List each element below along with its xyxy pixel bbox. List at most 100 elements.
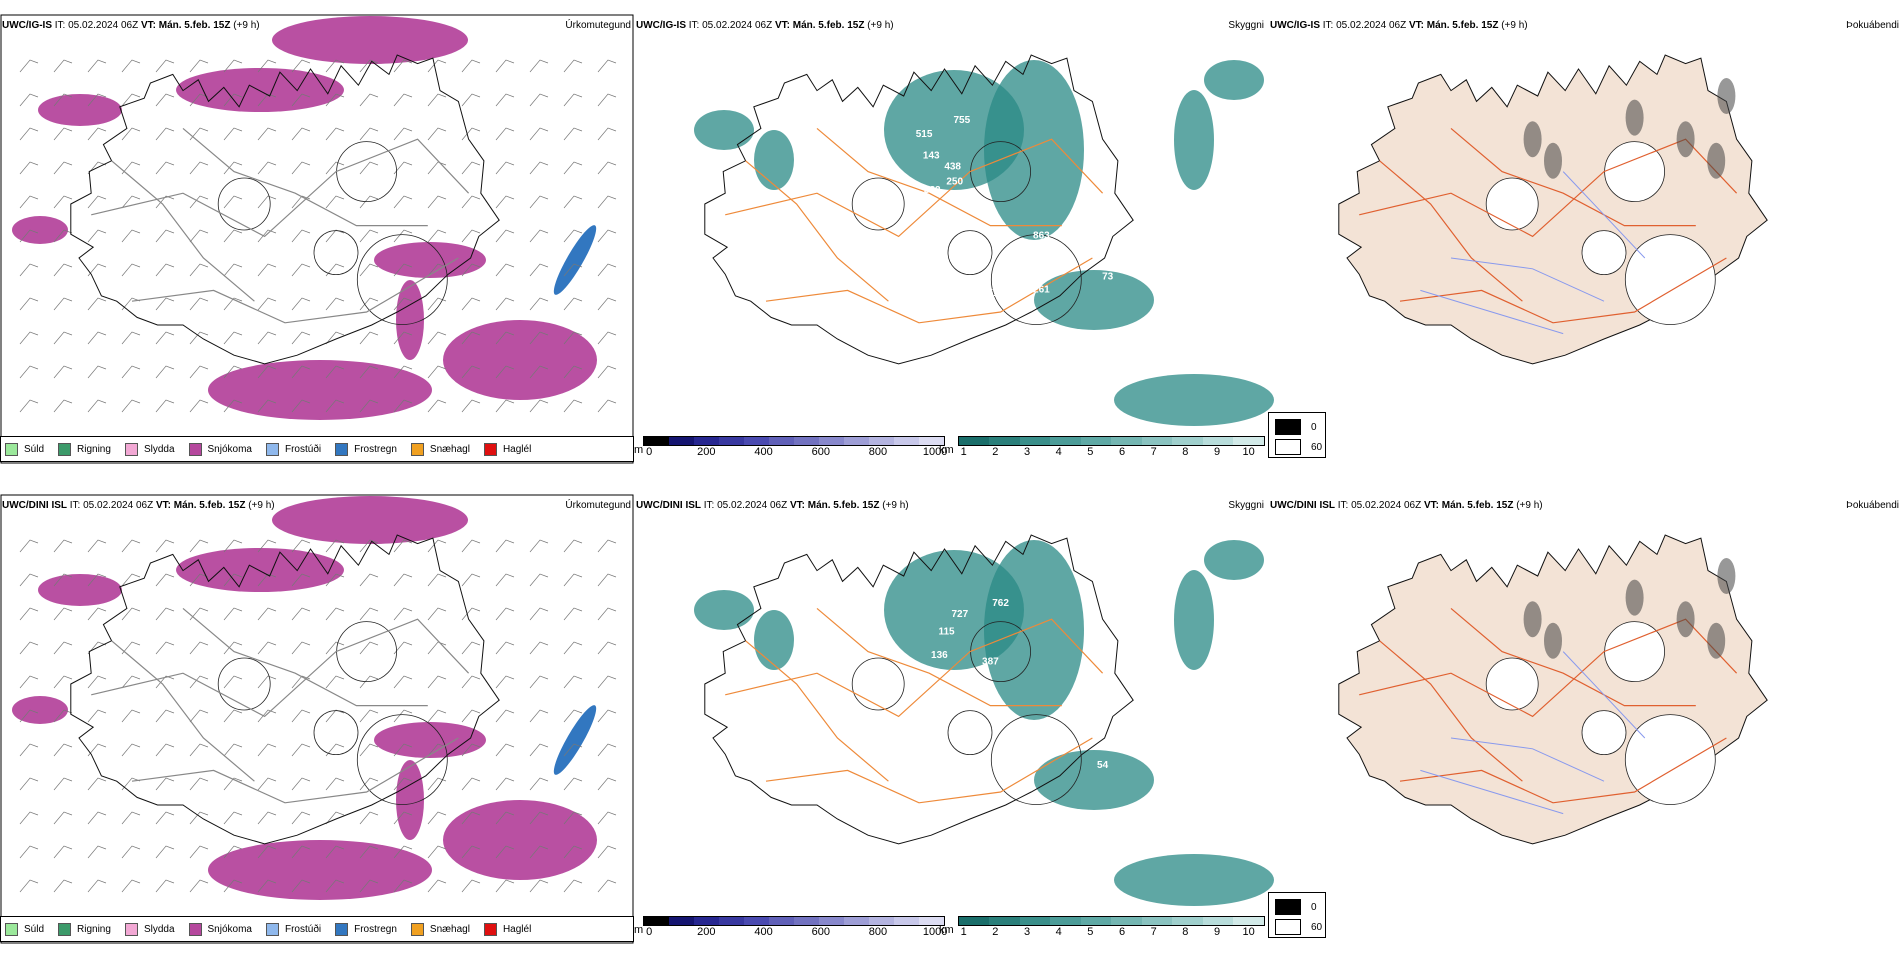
- precip-legend-label: Snjókoma: [207, 443, 252, 455]
- cloud-panel-row2: UWC/DINI ISL IT: 05.02.2024 06Z VT: Mán.…: [634, 480, 1268, 958]
- fog-swatch-high: [1275, 919, 1301, 935]
- fog-swatch-low: [1275, 899, 1301, 915]
- colorbar-segment: [1202, 917, 1234, 925]
- colorbar-tick-label: 4: [1055, 926, 1062, 938]
- colorbar-tick-label: 600: [811, 446, 830, 458]
- precip-legend-swatch: [483, 442, 497, 456]
- panel-header: UWC/DINI ISL IT: 05.02.2024 06Z VT: Mán.…: [2, 500, 275, 511]
- visibility-colorbar: km 1 2 3 4 5 6 7 8 9 10: [939, 916, 1265, 940]
- colorbar-segment: [1202, 437, 1234, 445]
- precip-legend-swatch: [410, 922, 424, 936]
- colorbar-tick-label: 5: [1087, 446, 1094, 458]
- height-colorbar: m 0 200 400 600 800 1000: [634, 916, 947, 940]
- colorbar-segment: [1111, 437, 1142, 445]
- colorbar-segment: [744, 437, 770, 445]
- precip-legend-label: Snæhagl: [429, 923, 470, 935]
- colorbar-tick-label: 200: [697, 926, 716, 938]
- colorbar-tick-label: 8: [1182, 926, 1189, 938]
- precip-legend-item: Slydda: [124, 442, 175, 456]
- panel-header: UWC/IG-IS IT: 05.02.2024 06Z VT: Mán. 5.…: [2, 20, 260, 31]
- precip-legend-label: Haglél: [502, 443, 532, 455]
- colorbar-segment: [894, 917, 920, 925]
- fog-legend-value: 60: [1311, 441, 1323, 453]
- precip-legend-item: Rigning: [58, 922, 111, 936]
- colorbar-tick-label: 3: [1023, 926, 1031, 938]
- panel-title: Úrkomutegund: [565, 20, 631, 31]
- precip-legend-item: Frostúði: [265, 922, 321, 936]
- precip-legend-label: Súld: [24, 923, 45, 935]
- fog-legend-value: 60: [1311, 921, 1323, 933]
- colorbar-segment: [669, 917, 695, 925]
- precip-legend-item: Súld: [5, 922, 45, 936]
- colorbar-segment: [819, 437, 845, 445]
- colorbar-segment: [794, 437, 820, 445]
- precip-legend-label: Slydda: [143, 443, 175, 455]
- precip-legend-item: Snæhagl: [410, 442, 470, 456]
- colorbar-segment: [958, 917, 990, 925]
- colorbar-segment: [1111, 917, 1142, 925]
- panel-header: UWC/IG-IS IT: 05.02.2024 06Z VT: Mán. 5.…: [1270, 20, 1528, 31]
- colorbar-segment: [1141, 437, 1173, 445]
- panel-header: UWC/IG-IS IT: 05.02.2024 06Z VT: Mán. 5.…: [636, 20, 894, 31]
- colorbar-segment: [769, 917, 795, 925]
- panel-title: Þokuábendi: [1846, 20, 1899, 31]
- colorbar-tick-label: 600: [811, 926, 830, 938]
- colorbar-segment: [819, 917, 845, 925]
- colorbar-tick-label: 9: [1213, 446, 1221, 458]
- colorbar-segment: [694, 437, 720, 445]
- colorbar-tick-label: 0: [646, 926, 653, 938]
- panel-title: Þokuábendi: [1846, 500, 1899, 511]
- colorbar-segment: [1233, 917, 1264, 925]
- precip-legend-swatch: [483, 922, 497, 936]
- cloud-panel-row1: UWC/IG-IS IT: 05.02.2024 06Z VT: Mán. 5.…: [634, 0, 1268, 478]
- precip-legend-label: Snæhagl: [429, 443, 470, 455]
- fog-swatch-low: [1275, 419, 1301, 435]
- precip-panel-row2: UWC/DINI ISL IT: 05.02.2024 06Z VT: Mán.…: [0, 480, 634, 958]
- colorbar-segment: [1172, 437, 1203, 445]
- precip-legend-item: Rigning: [58, 442, 111, 456]
- height-unit: m: [634, 924, 644, 936]
- panel-title: Skyggni: [1228, 20, 1264, 31]
- colorbar-tick-label: 10: [1242, 926, 1255, 938]
- colorbar-tick-label: 6: [1118, 446, 1126, 458]
- colorbar-segment: [669, 437, 695, 445]
- colorbar-segment: [1141, 917, 1173, 925]
- colorbar-segment: [1019, 917, 1051, 925]
- height-unit: m: [634, 444, 644, 456]
- fog-index-legend: 0 60: [1268, 892, 1326, 938]
- colorbar-tick-label: 8: [1182, 446, 1189, 458]
- visibility-colorbar: km 1 2 3 4 5 6 7 8 9 10: [939, 436, 1265, 460]
- precip-legend-swatch: [124, 922, 138, 936]
- precip-legend-item: Snæhagl: [410, 922, 470, 936]
- colorbar-segment: [1233, 437, 1264, 445]
- fog-panel-row1: UWC/IG-IS IT: 05.02.2024 06Z VT: Mán. 5.…: [1268, 0, 1900, 478]
- precip-legend-label: Haglél: [502, 923, 532, 935]
- precip-legend-swatch: [58, 442, 72, 456]
- precip-type-legend: Súld Rigning Slydda Snjókoma Frostúði Frostre…: [0, 916, 634, 942]
- height-colorbar: m 0 200 400 600 800 1000: [634, 436, 948, 460]
- fog-panel-row2: UWC/DINI ISL IT: 05.02.2024 06Z VT: Mán.…: [1268, 480, 1900, 958]
- colorbar-segment: [869, 437, 895, 445]
- precip-legend-item: Snjókoma: [188, 922, 252, 936]
- colorbar-tick-label: 5: [1087, 926, 1094, 938]
- precip-legend-swatch: [335, 442, 349, 456]
- colorbar-segment: [644, 437, 670, 445]
- panel-title: Úrkomutegund: [565, 500, 631, 511]
- precip-legend-label: Rigning: [77, 923, 111, 935]
- precip-legend-item: Frostúði: [265, 442, 321, 456]
- visibility-unit: km: [939, 444, 954, 456]
- visibility-unit: km: [939, 924, 954, 936]
- precip-legend-swatch: [265, 442, 279, 456]
- colorbar-segment: [1019, 437, 1051, 445]
- colorbar-segment: [719, 437, 745, 445]
- precip-legend-swatch: [58, 922, 72, 936]
- precip-legend-item: Snjókoma: [188, 442, 252, 456]
- precip-legend-label: Snjókoma: [207, 923, 252, 935]
- colorbar-tick-label: 1000: [922, 446, 948, 458]
- colorbar-tick-label: 400: [754, 446, 773, 458]
- colorbar-segment: [919, 437, 945, 445]
- colorbar-segment: [919, 917, 945, 925]
- precip-legend-item: Haglél: [483, 442, 532, 456]
- precip-legend-swatch: [5, 922, 18, 936]
- precip-legend-swatch: [188, 922, 202, 936]
